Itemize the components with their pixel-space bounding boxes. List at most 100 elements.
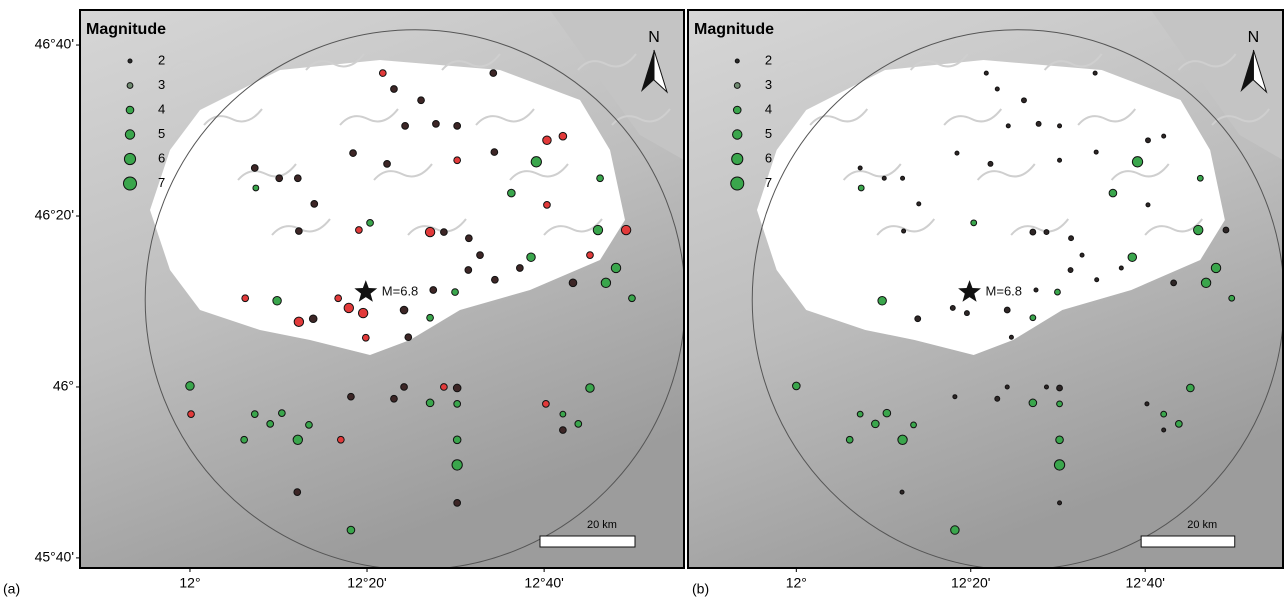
event [357,307,369,319]
event [1131,156,1144,168]
event [856,410,864,418]
valley [1043,53,1103,71]
event [491,275,499,284]
event [400,383,408,391]
event [366,218,374,227]
event [1093,149,1099,155]
legend-marker [126,82,134,89]
event [1029,314,1037,322]
map-panel: M=6.8 Magnitude 2 3 4 5 6 7 N 20 km [80,10,684,568]
legend-marker [125,105,135,115]
event [1057,157,1063,163]
valley [169,53,229,71]
north-label: N [648,29,660,46]
legend-label: 4 [765,101,772,116]
event [465,234,473,243]
event [425,398,435,408]
event [308,314,318,324]
event [490,148,499,156]
legend-marker [127,58,133,64]
event [596,174,604,183]
x-tick-label: 12°40' [524,575,563,591]
lowland [150,60,625,355]
event [1092,70,1098,76]
event [530,156,542,168]
event [1003,306,1011,314]
event [949,305,956,311]
legend-label: 4 [158,101,165,116]
event [1175,420,1183,428]
event [349,149,357,157]
event [241,294,250,303]
event [1021,97,1027,104]
legend-title: Magnitude [86,21,166,38]
legend-marker [124,129,136,140]
event [187,410,195,418]
legend-label: 6 [765,150,772,165]
valley [1110,163,1170,181]
legend-marker [731,152,744,166]
event [952,394,958,400]
event [871,419,880,429]
valley [1077,108,1137,126]
valley [909,53,969,71]
event [857,165,863,171]
event [361,333,370,342]
event [347,392,355,401]
event [1057,123,1063,129]
ridge [1150,10,1283,160]
event [585,383,595,393]
event [987,160,994,167]
valley [237,163,297,181]
event [293,174,302,183]
event [429,286,438,294]
event [451,459,463,471]
event [453,122,462,130]
event [897,434,908,445]
event [900,175,906,181]
event [1068,235,1075,242]
event [1145,137,1151,144]
event [1004,384,1010,390]
event [383,160,391,168]
event [240,435,248,444]
event [476,251,484,260]
event [452,435,462,445]
event [568,278,578,288]
valley [943,108,1003,126]
north-arrow-left [641,50,654,92]
event [792,381,801,391]
x-tick-label: 12° [786,575,807,591]
event [1118,265,1124,271]
legend-marker [123,152,137,166]
scale-bar [539,535,636,548]
event [378,69,387,77]
event [1108,188,1118,198]
event [526,252,536,262]
event [542,400,550,408]
valley [509,163,569,181]
event [453,156,462,165]
event [1193,224,1204,236]
event [600,277,612,289]
north-arrow-right [653,49,669,94]
legend-label: 7 [158,175,165,190]
event [399,305,409,315]
event [1056,384,1063,392]
event [266,420,275,428]
y-tick-label: 46°40' [35,36,74,52]
event [1200,277,1212,289]
event [185,381,195,391]
event [1055,435,1064,445]
event [1161,133,1167,139]
event [275,174,284,183]
legend-marker [732,105,742,115]
event [592,224,604,236]
event [901,228,907,234]
valley [475,108,535,126]
study-area [751,29,1283,568]
legend-label: 3 [158,77,165,92]
event [295,227,303,235]
event [950,525,960,535]
